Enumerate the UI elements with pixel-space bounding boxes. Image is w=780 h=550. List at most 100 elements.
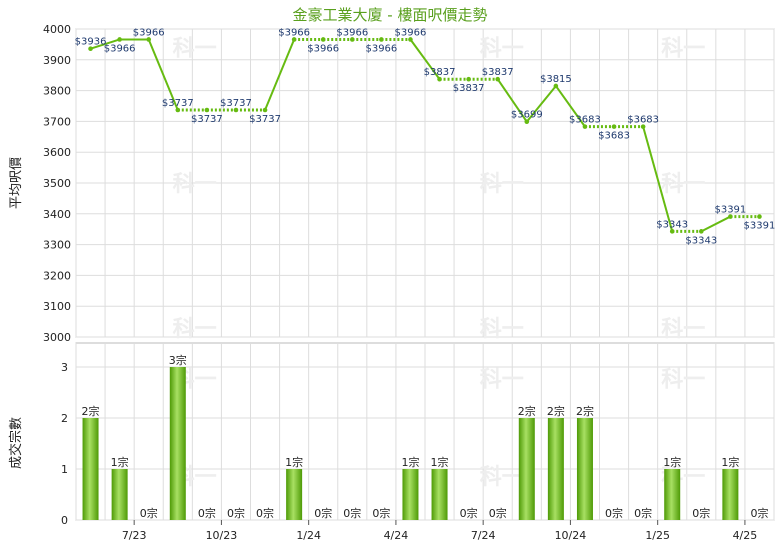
- bar-data-label: 0宗: [343, 506, 361, 520]
- line-point: [553, 83, 559, 89]
- line-point: [291, 37, 297, 42]
- bar-data-label: 0宗: [198, 506, 216, 520]
- bar-data-label: 2宗: [82, 404, 100, 418]
- x-tick-label: 1/24: [296, 529, 321, 542]
- bar-data-label: 2宗: [547, 404, 565, 418]
- line-y-tick-label: 3200: [43, 269, 71, 282]
- line-data-label: $3737: [191, 114, 223, 125]
- line-series-segment: [147, 39, 179, 111]
- bar-data-label: 0宗: [140, 506, 158, 520]
- line-point: [175, 107, 181, 113]
- line-point: [88, 46, 93, 52]
- bar-data-label: 0宗: [227, 506, 245, 520]
- line-series-segment: [90, 38, 120, 50]
- line-series-segment: [526, 85, 557, 123]
- x-tick-label: 7/23: [122, 529, 147, 542]
- line-point: [204, 107, 210, 113]
- line-data-label: $3737: [162, 98, 194, 109]
- line-series-segment: [555, 85, 586, 128]
- line-series-segment: [700, 215, 731, 233]
- line-y-tick-label: 3700: [43, 115, 71, 128]
- bar-watermark: 科一: [661, 367, 705, 392]
- line-series-segment: [264, 39, 296, 111]
- bar-data-label: 3宗: [169, 353, 187, 367]
- line-point: [669, 229, 675, 234]
- bar-data-label: 0宗: [460, 506, 478, 520]
- line-point: [233, 107, 239, 113]
- line-data-label: $3837: [424, 67, 456, 78]
- line-point: [117, 37, 122, 42]
- bar-y-axis-label: 成交宗數: [8, 417, 24, 469]
- bar: [722, 469, 739, 520]
- bar: [82, 418, 99, 520]
- line-y-tick-label: 4000: [43, 23, 71, 36]
- bar-data-label: 0宗: [634, 506, 652, 520]
- line-watermark: 科一: [173, 36, 217, 61]
- bar-data-label: 0宗: [256, 506, 274, 520]
- line-data-label: $3343: [656, 219, 688, 230]
- bar-data-label: 0宗: [489, 506, 507, 520]
- bar-data-label: 2宗: [518, 404, 536, 418]
- bar-data-label: 0宗: [692, 506, 710, 520]
- line-watermark: 科一: [480, 172, 524, 197]
- line-chart: 4000 3900 3800 3700 3600 3500 3400 3300 3200 3100…: [43, 23, 775, 344]
- bar: [169, 367, 186, 520]
- line-point: [582, 124, 588, 129]
- bar-data-label: 0宗: [314, 506, 332, 520]
- line-y-tick-label: 3300: [43, 239, 71, 252]
- bar-data-label: 0宗: [605, 506, 623, 520]
- bar: [664, 469, 681, 520]
- bar-data-label: 1宗: [285, 455, 303, 469]
- line-watermark: 科一: [661, 317, 705, 342]
- line-point: [611, 124, 617, 129]
- line-data-label: $3966: [336, 27, 368, 38]
- line-y-tick-label: 3800: [43, 85, 71, 98]
- line-data-label: $3837: [453, 83, 485, 94]
- line-point: [640, 124, 646, 129]
- line-y-tick-label: 3100: [43, 300, 71, 313]
- line-point: [437, 76, 442, 82]
- line-watermark: 科一: [661, 36, 705, 61]
- bar-data-label: 1宗: [111, 455, 129, 469]
- line-data-label: $3683: [598, 131, 630, 142]
- line-data-label: $3966: [133, 27, 165, 38]
- bar-data-label: 0宗: [750, 506, 768, 520]
- bar-data-label: 1宗: [431, 455, 449, 469]
- bar-data-label: 2宗: [576, 404, 594, 418]
- line-y-axis-label: 平均呎價: [9, 157, 24, 209]
- bar: [576, 418, 593, 520]
- line-series-segment: [642, 126, 674, 232]
- x-tick-label: 7/24: [471, 529, 496, 542]
- line-point: [262, 107, 268, 113]
- bar: [431, 469, 448, 520]
- x-tick-label: 1/25: [645, 529, 670, 542]
- line-data-label: $3966: [104, 43, 136, 54]
- line-point: [408, 37, 413, 42]
- line-watermark: 科一: [661, 172, 705, 197]
- line-point: [146, 37, 152, 42]
- bar-y-tick-label: 1: [61, 463, 68, 476]
- line-point: [728, 214, 733, 219]
- bar: [286, 469, 303, 520]
- bar-y-tick-label: 3: [61, 361, 68, 374]
- bar-data-label: 1宗: [401, 455, 419, 469]
- line-data-label: $3966: [307, 43, 339, 54]
- line-data-label: $3837: [482, 67, 514, 78]
- line-data-label: $3699: [511, 110, 543, 121]
- bar: [111, 469, 128, 520]
- line-point: [698, 229, 704, 234]
- line-watermark: 科一: [480, 36, 524, 61]
- line-data-label: $3683: [569, 115, 601, 126]
- line-data-label: $3391: [714, 205, 746, 216]
- line-point: [320, 37, 326, 42]
- bar-data-label: 1宗: [663, 455, 681, 469]
- bar: [547, 418, 564, 520]
- bar: [402, 469, 419, 520]
- line-point: [349, 37, 355, 42]
- bar-y-tick-label: 0: [61, 514, 68, 527]
- bar-data-label: 0宗: [372, 506, 390, 520]
- line-series-segment: [496, 78, 528, 123]
- bar: [518, 418, 535, 520]
- line-watermark: 科一: [173, 172, 217, 197]
